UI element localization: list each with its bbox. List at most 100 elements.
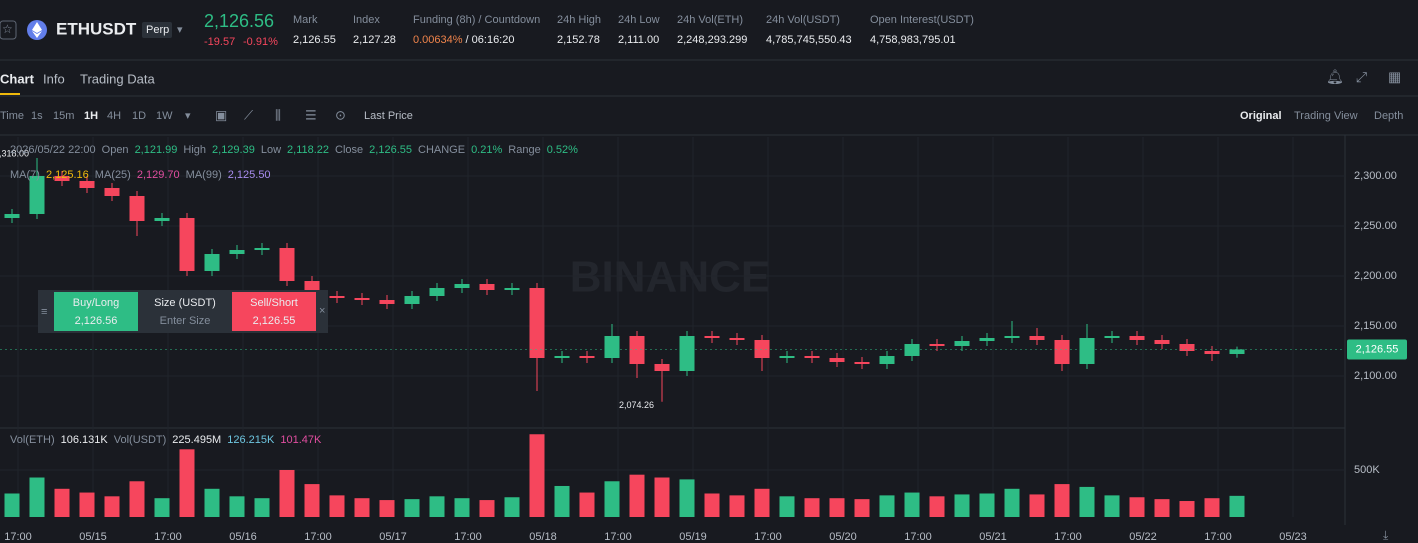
layout-icon[interactable]: ▦ — [1388, 69, 1401, 85]
legend-text: CHANGE — [418, 144, 465, 156]
stat-value: 2,127.28 — [353, 34, 396, 46]
stat-label: 24h Vol(USDT) — [766, 14, 840, 26]
favorite-button[interactable] — [0, 20, 17, 40]
close-widget[interactable]: × — [319, 305, 325, 317]
x-tick-label: 17:00 — [4, 531, 32, 543]
volume-bar — [779, 496, 795, 517]
candle-body — [679, 336, 695, 371]
candle-body — [1054, 340, 1070, 364]
legend-text: 106.131K — [61, 434, 109, 446]
volume-bar — [754, 488, 770, 517]
candle-body — [1104, 336, 1120, 338]
volume-bar — [1129, 497, 1145, 517]
interval[interactable]: 1H — [84, 110, 98, 122]
candle-body — [1179, 344, 1195, 351]
interval[interactable]: 15m — [53, 110, 74, 122]
candle-body — [54, 176, 70, 181]
candle-body — [104, 188, 120, 196]
symbol[interactable]: ETHUSDT — [56, 19, 137, 38]
interval[interactable]: 1W — [156, 110, 173, 122]
candle-body — [229, 250, 245, 254]
tool-icon[interactable]: ▣ — [215, 107, 227, 122]
y-tick-label: 2,250.00 — [1354, 220, 1397, 232]
x-tick-label: 05/15 — [79, 531, 107, 543]
interval[interactable]: 4H — [107, 110, 121, 122]
alert-icon[interactable]: 🔔︎ — [1326, 69, 1344, 85]
volume-bar — [1154, 499, 1170, 517]
sell-price: 2,126.55 — [253, 315, 296, 327]
stat-value: 2,152.78 — [557, 34, 600, 46]
stat-label: Index — [353, 14, 380, 26]
volume-bar — [329, 495, 345, 517]
price-type[interactable]: Last Price — [364, 110, 413, 122]
tab[interactable]: Info — [43, 71, 65, 86]
sell-button[interactable] — [232, 292, 316, 331]
volume-bar — [279, 469, 295, 517]
candle-body — [1004, 336, 1020, 338]
legend-text: Close — [335, 144, 363, 156]
legend-text: High — [183, 144, 206, 156]
y-tick-label: 2,200.00 — [1354, 270, 1397, 282]
countdown: / 06:16:20 — [466, 34, 515, 46]
volume-bar — [1054, 484, 1070, 517]
candle-body — [1204, 351, 1220, 354]
tool-icon[interactable]: ⊙ — [335, 107, 346, 122]
volume-bar — [154, 498, 170, 517]
candle-body — [154, 218, 170, 221]
candle-body — [829, 358, 845, 362]
interval[interactable]: 1s — [31, 110, 43, 122]
volume-bar — [454, 498, 470, 517]
interval[interactable]: 1D — [132, 110, 146, 122]
dropdown[interactable]: ▾ — [177, 24, 183, 36]
legend-text: 225.495M — [172, 434, 221, 446]
candle-body — [479, 284, 495, 290]
interval[interactable]: Time — [0, 110, 24, 122]
tool-icon[interactable]: ⫼ — [275, 107, 281, 122]
volume-bar — [379, 500, 395, 517]
volume-bar — [1179, 501, 1195, 517]
stat-label: 24h Vol(ETH) — [677, 14, 743, 26]
view-option[interactable]: Trading View — [1294, 110, 1358, 122]
watermark: BINANCE — [570, 253, 770, 302]
buy-button[interactable] — [54, 292, 138, 331]
tab[interactable]: Trading Data — [80, 71, 155, 86]
scroll-icon[interactable]: ⤓ — [1383, 528, 1389, 542]
x-tick-label: 17:00 — [904, 531, 932, 543]
volume-bar — [1204, 498, 1220, 517]
volume-bar — [904, 492, 920, 517]
stat-label: Mark — [293, 14, 318, 26]
candle-body — [779, 356, 795, 358]
y-tick-label: 2,300.00 — [1354, 170, 1397, 182]
stat-label: Funding (8h) / Countdown — [413, 14, 540, 26]
tab[interactable]: Chart — [0, 71, 35, 86]
size-input[interactable]: Enter Size — [160, 315, 211, 327]
legend-text: MA(25) — [95, 169, 131, 181]
x-tick-label: 05/17 — [379, 531, 407, 543]
eth-glyph — [32, 22, 42, 38]
view-option[interactable]: Original — [1240, 110, 1282, 122]
drag-handle[interactable]: ≡ — [41, 306, 47, 318]
volume-bar — [504, 497, 520, 517]
x-tick-label: 17:00 — [304, 531, 332, 543]
x-tick-label: 17:00 — [604, 531, 632, 543]
volume-bar — [1004, 488, 1020, 517]
candle-body — [429, 288, 445, 296]
volume-bar — [479, 500, 495, 517]
fullscreen-icon[interactable]: ⤢ — [1356, 69, 1367, 85]
last-price-label: 2,126.55 — [1356, 343, 1399, 355]
extreme-label: 2,074.26 — [619, 400, 654, 410]
x-tick-label: 05/18 — [529, 531, 557, 543]
legend-text: Open — [102, 144, 129, 156]
x-tick-label: 17:00 — [754, 531, 782, 543]
tool-icon[interactable]: ⟋ — [244, 107, 254, 122]
tool-icon[interactable]: ☰ — [305, 107, 317, 122]
candle-body — [329, 296, 345, 298]
more-intervals[interactable]: ▾ — [185, 110, 191, 122]
view-option[interactable]: Depth — [1374, 110, 1403, 122]
size-label: Size (USDT) — [154, 297, 216, 309]
x-tick-label: 05/21 — [979, 531, 1007, 543]
candle-body — [879, 356, 895, 364]
sell-label: Sell/Short — [250, 297, 298, 309]
